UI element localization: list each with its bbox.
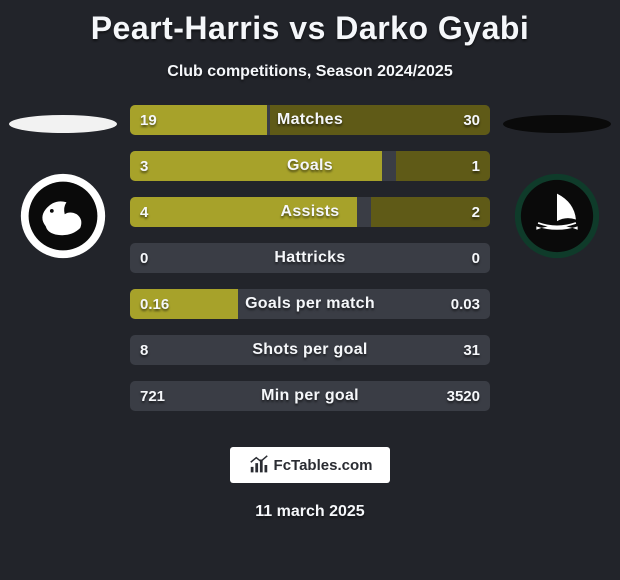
page-subtitle: Club competitions, Season 2024/2025 — [0, 63, 620, 81]
stat-label: Matches — [130, 105, 490, 135]
date-text: 11 march 2025 — [0, 503, 620, 521]
stats-list: 1930Matches 31Goals 42Assists 00Hattricks 0.… — [130, 105, 490, 411]
stat-label: Assists — [130, 197, 490, 227]
branding-text: FcTables.com — [274, 457, 373, 474]
player-left-column — [8, 105, 118, 259]
player-right-ellipse — [503, 115, 611, 133]
content-area: 1930Matches 31Goals 42Assists 00Hattricks 0.… — [0, 105, 620, 425]
stat-label: Goals per match — [130, 289, 490, 319]
chart-icon — [248, 454, 270, 476]
club-logo-left — [20, 173, 106, 259]
stat-label: Hattricks — [130, 243, 490, 273]
stat-row: 831Shots per goal — [130, 335, 490, 365]
stat-row: 31Goals — [130, 151, 490, 181]
stat-label: Goals — [130, 151, 490, 181]
stat-label: Min per goal — [130, 381, 490, 411]
ship-icon — [514, 173, 600, 259]
stat-row: 7213520Min per goal — [130, 381, 490, 411]
club-logo-right — [514, 173, 600, 259]
branding-badge: FcTables.com — [230, 447, 390, 483]
stat-row: 00Hattricks — [130, 243, 490, 273]
swan-icon — [20, 173, 106, 259]
stat-row: 0.160.03Goals per match — [130, 289, 490, 319]
page-title: Peart-Harris vs Darko Gyabi — [0, 10, 620, 47]
player-left-ellipse — [9, 115, 117, 133]
stat-row: 42Assists — [130, 197, 490, 227]
stat-label: Shots per goal — [130, 335, 490, 365]
player-right-column — [502, 105, 612, 259]
stat-row: 1930Matches — [130, 105, 490, 135]
comparison-card: Peart-Harris vs Darko Gyabi Club competi… — [0, 0, 620, 580]
